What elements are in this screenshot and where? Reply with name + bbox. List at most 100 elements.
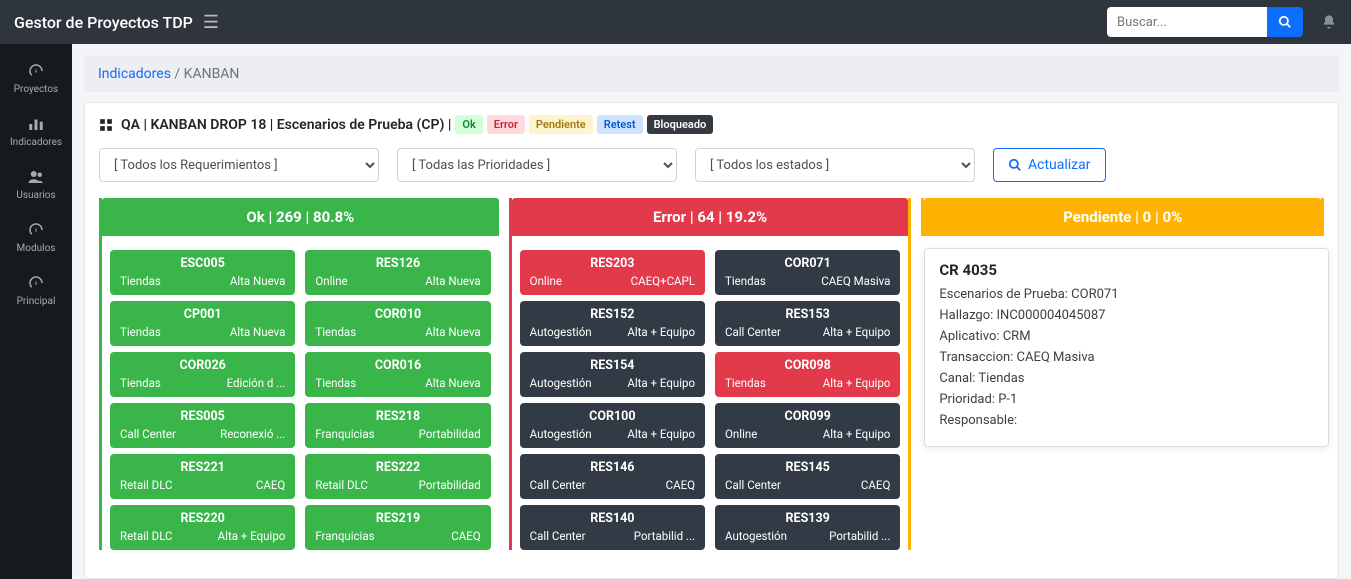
card-id: RES220 bbox=[120, 511, 285, 526]
sidebar-item-indicadores[interactable]: Indicadores bbox=[0, 105, 72, 158]
users-icon bbox=[0, 168, 72, 186]
card-transaction: Alta + Equipo bbox=[627, 376, 695, 390]
card-transaction: CAEQ bbox=[861, 478, 890, 492]
card-channel: Online bbox=[315, 274, 347, 288]
card-id: RES222 bbox=[315, 460, 480, 475]
kanban-card[interactable]: RES152AutogestiónAlta + Equipo bbox=[520, 301, 705, 346]
kanban-card[interactable]: COR100AutogestiónAlta + Equipo bbox=[520, 403, 705, 448]
card-id: COR100 bbox=[530, 409, 695, 424]
topbar: Gestor de Proyectos TDP ☰ bbox=[0, 0, 1351, 44]
search-icon bbox=[1278, 15, 1292, 29]
card-id: RES005 bbox=[120, 409, 285, 424]
card-transaction: Alta Nueva bbox=[425, 376, 480, 390]
kanban-card[interactable]: RES139AutogestiónPortabilid ... bbox=[715, 505, 900, 550]
badge-ok: Ok bbox=[455, 115, 482, 134]
filters-row: [ Todos los Requerimientos ] [ Todas las… bbox=[99, 148, 1324, 182]
sidebar-item-usuarios[interactable]: Usuarios bbox=[0, 158, 72, 211]
tooltip-line: Responsable: bbox=[939, 413, 1314, 428]
card-transaction: Alta + Equipo bbox=[218, 529, 286, 543]
chart-icon bbox=[0, 115, 72, 133]
card-id: RES145 bbox=[725, 460, 890, 475]
kanban-card[interactable]: RES153Call CenterAlta + Equipo bbox=[715, 301, 900, 346]
badge-retest: Retest bbox=[597, 115, 643, 134]
kanban-card[interactable]: RES218 Franquicias Portabilidad bbox=[305, 403, 490, 448]
tooltip-line: Hallazgo: INC000004045087 bbox=[939, 308, 1314, 323]
notifications-icon[interactable] bbox=[1321, 14, 1337, 30]
card-channel: Retail DLC bbox=[120, 529, 173, 543]
kanban-card[interactable]: RES146Call CenterCAEQ bbox=[520, 454, 705, 499]
kanban-card[interactable]: COR071TiendasCAEQ Masiva bbox=[715, 250, 900, 295]
card-id: COR099 bbox=[725, 409, 890, 424]
card-transaction: Portabilidad bbox=[419, 427, 481, 441]
card-id: RES203 bbox=[530, 256, 695, 271]
card-transaction: Alta + Equipo bbox=[823, 376, 891, 390]
card-id: RES146 bbox=[530, 460, 695, 475]
search-button[interactable] bbox=[1267, 7, 1303, 37]
tooltip-line: Prioridad: P-1 bbox=[939, 392, 1314, 407]
sidebar-item-label: Usuarios bbox=[16, 190, 55, 201]
card-transaction: Edición d ... bbox=[227, 376, 286, 390]
card-id: RES139 bbox=[725, 511, 890, 526]
filter-estados[interactable]: [ Todos los estados ] bbox=[695, 148, 975, 182]
search-wrap bbox=[1107, 7, 1303, 37]
kanban-card[interactable]: COR016TiendasAlta Nueva bbox=[305, 352, 490, 397]
card-transaction: Alta Nueva bbox=[425, 274, 480, 288]
card-id: RES219 bbox=[315, 511, 480, 526]
kanban-card[interactable]: COR026TiendasEdición d ... bbox=[110, 352, 295, 397]
card-transaction: Reconexió ... bbox=[220, 427, 285, 441]
card-transaction: Alta + Equipo bbox=[627, 427, 695, 441]
kanban-card[interactable]: RES126OnlineAlta Nueva bbox=[305, 250, 490, 295]
card-transaction: Alta + Equipo bbox=[627, 325, 695, 339]
kanban-card[interactable]: RES203OnlineCAEQ+CAPL bbox=[520, 250, 705, 295]
card-transaction: CAEQ Masiva bbox=[821, 274, 890, 288]
card-channel: Tiendas bbox=[315, 376, 356, 390]
column-error: Error | 64 | 19.2% RES203OnlineCAEQ+CAPL… bbox=[509, 198, 912, 550]
sidebar-item-principal[interactable]: Principal bbox=[0, 264, 72, 317]
tooltip-line: Canal: Tiendas bbox=[939, 371, 1314, 386]
kanban-card[interactable]: COR010TiendasAlta Nueva bbox=[305, 301, 490, 346]
kanban-card[interactable]: RES145Call CenterCAEQ bbox=[715, 454, 900, 499]
kanban-card[interactable]: ESC005TiendasAlta Nueva bbox=[110, 250, 295, 295]
card-channel: Franquicias bbox=[315, 427, 374, 441]
column-header-ok: Ok | 269 | 80.8% bbox=[102, 198, 499, 236]
actualizar-button[interactable]: Actualizar bbox=[993, 148, 1106, 182]
badge-pendiente: Pendiente bbox=[529, 115, 593, 134]
filter-prioridades[interactable]: [ Todas las Prioridades ] bbox=[397, 148, 677, 182]
kanban-card[interactable]: CP001TiendasAlta Nueva bbox=[110, 301, 295, 346]
kanban-card[interactable]: RES219FranquiciasCAEQ bbox=[305, 505, 490, 550]
card-id: RES154 bbox=[530, 358, 695, 373]
card-id: RES140 bbox=[530, 511, 695, 526]
search-input[interactable] bbox=[1107, 7, 1267, 37]
column-pendiente: Pendiente | 0 | 0% CR 4035 Escenarios de… bbox=[921, 198, 1324, 236]
kanban-card[interactable]: COR098TiendasAlta + Equipo bbox=[715, 352, 900, 397]
kanban-card[interactable]: RES220 Retail DLC Alta + Equipo bbox=[110, 505, 295, 550]
menu-toggle-icon[interactable]: ☰ bbox=[203, 12, 219, 33]
badge-bloqueado: Bloqueado bbox=[647, 115, 714, 134]
main-content: Indicadores / KANBAN QA | KANBAN DROP 18… bbox=[72, 44, 1351, 579]
breadcrumb: Indicadores / KANBAN bbox=[84, 56, 1339, 92]
card-channel: Online bbox=[725, 427, 757, 441]
sidebar-item-proyectos[interactable]: Proyectos bbox=[0, 52, 72, 105]
kanban-card[interactable]: RES154AutogestiónAlta + Equipo bbox=[520, 352, 705, 397]
column-ok: Ok | 269 | 80.8% ESC005TiendasAlta Nueva… bbox=[99, 198, 499, 550]
card-transaction: Portabilid ... bbox=[829, 529, 890, 543]
card-channel: Online bbox=[530, 274, 562, 288]
card-transaction: CAEQ bbox=[451, 529, 480, 543]
card-id: RES221 bbox=[120, 460, 285, 475]
card-transaction: CAEQ bbox=[256, 478, 285, 492]
kanban-card[interactable]: RES140Call CenterPortabilid ... bbox=[520, 505, 705, 550]
breadcrumb-link[interactable]: Indicadores bbox=[98, 66, 171, 82]
kanban-card[interactable]: RES222Retail DLCPortabilidad bbox=[305, 454, 490, 499]
kanban-card[interactable]: COR099OnlineAlta + Equipo bbox=[715, 403, 900, 448]
sidebar-item-label: Indicadores bbox=[10, 137, 62, 148]
card-channel: Call Center bbox=[530, 529, 586, 543]
kanban-board: Ok | 269 | 80.8% ESC005TiendasAlta Nueva… bbox=[99, 198, 1324, 550]
card-id: RES218 bbox=[315, 409, 480, 424]
card-id: COR010 bbox=[315, 307, 480, 322]
filter-requerimientos[interactable]: [ Todos los Requerimientos ] bbox=[99, 148, 379, 182]
kanban-card[interactable]: RES005Call CenterReconexió ... bbox=[110, 403, 295, 448]
sidebar-item-modulos[interactable]: Modulos bbox=[0, 211, 72, 264]
sidebar: Proyectos Indicadores Usuarios Modulos P… bbox=[0, 44, 72, 579]
kanban-card[interactable]: RES221Retail DLCCAEQ bbox=[110, 454, 295, 499]
sidebar-item-label: Modulos bbox=[17, 243, 56, 254]
